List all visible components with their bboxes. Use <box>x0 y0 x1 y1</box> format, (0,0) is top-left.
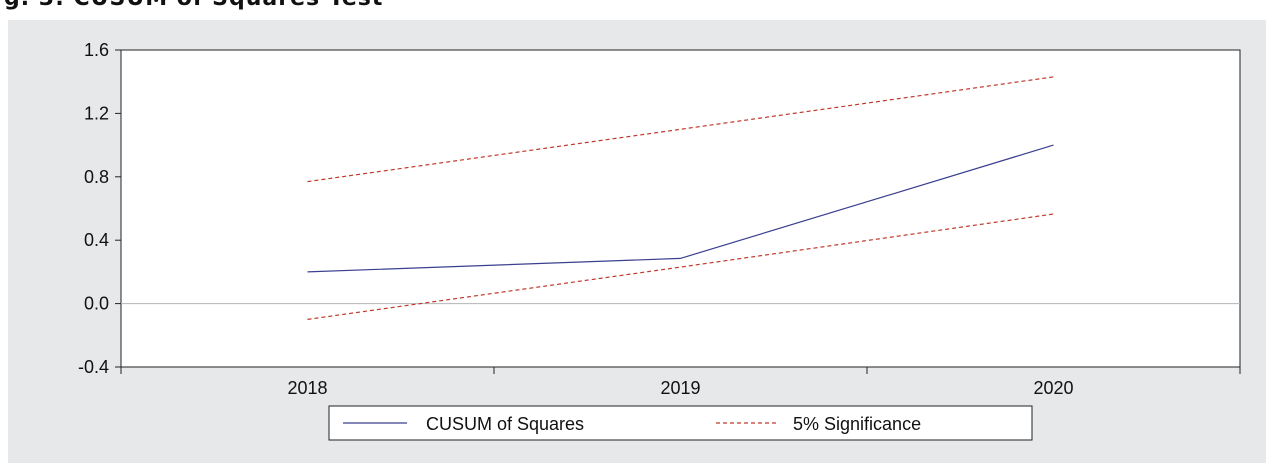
plot-area <box>120 49 1241 368</box>
legend-box <box>328 405 1033 441</box>
y-tick-label: -0.4 <box>78 357 109 377</box>
y-tick-label: 0.0 <box>84 294 109 314</box>
legend: CUSUM of Squares 5% Significance <box>328 405 1033 441</box>
figure-caption: g. 3: CUSUM of Squares Test <box>0 0 1268 20</box>
legend-label-cusum: CUSUM of Squares <box>426 414 584 434</box>
x-tick-label: 2020 <box>1033 378 1073 398</box>
y-tick-label: 0.8 <box>84 167 109 187</box>
figure-caption-text: g. 3: CUSUM of Squares Test <box>4 0 383 11</box>
x-axis: 2018 2019 2020 <box>120 367 1241 398</box>
y-tick-label: 1.6 <box>84 40 109 60</box>
series-lines <box>121 76 1240 320</box>
legend-label-significance: 5% Significance <box>793 414 921 434</box>
y-axis: -0.4 0.0 0.4 0.8 1.2 1.6 <box>78 40 121 377</box>
x-tick-label: 2019 <box>660 378 700 398</box>
y-tick-label: 0.4 <box>84 230 109 250</box>
y-tick-label: 1.2 <box>84 103 109 123</box>
series-line-cusum-of-squares <box>307 144 1054 273</box>
x-tick-label: 2018 <box>287 378 327 398</box>
